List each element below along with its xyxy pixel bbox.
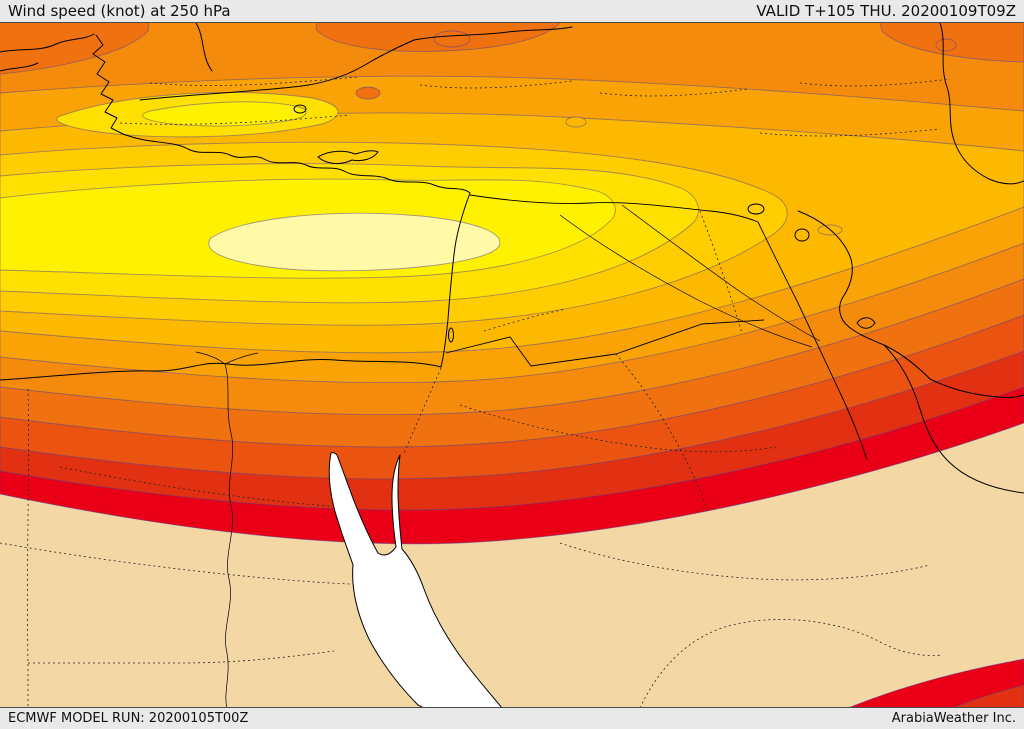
header-bar: Wind speed (knot) at 250 hPa VALID T+105… (0, 0, 1024, 23)
egypt-north-coast (0, 359, 442, 381)
syria-iraq-border (699, 210, 743, 334)
valid-time-label: VALID T+105 THU. 20200109T09Z (756, 2, 1016, 20)
admin-border (759, 128, 941, 137)
brand-label: ArabiaWeather Inc. (891, 711, 1016, 726)
persian-gulf-coast (797, 210, 931, 380)
euphrates-river (559, 214, 813, 348)
saudi-border (615, 353, 709, 514)
egypt-sudan-border (28, 650, 335, 664)
dead-sea (448, 327, 454, 343)
nile-delta-branch (224, 352, 259, 365)
admin-border (149, 76, 359, 86)
iran-coast (929, 378, 1024, 398)
lake-urmia (794, 228, 810, 242)
caucasus-coast (413, 26, 573, 41)
tigris-river (621, 204, 821, 342)
caspian-sea-coast (939, 23, 1024, 185)
lake-van (747, 203, 765, 215)
turkey-south-coast (122, 133, 471, 194)
turkey-syria-border (469, 194, 759, 223)
model-run-label: ECMWF MODEL RUN: 20200105T00Z (8, 711, 249, 726)
admin-border (419, 80, 573, 89)
balkan-coast-2 (0, 62, 39, 72)
sinai-israel-border (403, 367, 442, 454)
band-top-dark-orange-left (0, 23, 150, 75)
local-max-contour (935, 38, 957, 52)
wind-contour-svg (0, 23, 1024, 707)
local-max-contour (565, 116, 587, 128)
saudi-border (459, 404, 777, 453)
iran-west-border (757, 221, 868, 461)
local-max-contour (433, 30, 471, 48)
solid-borders-layer (445, 194, 868, 461)
aegean-coast (92, 34, 124, 135)
footer-bar: ECMWF MODEL RUN: 20200105T00Z ArabiaWeat… (0, 707, 1024, 729)
admin-border (799, 78, 951, 87)
nile-delta-branch (195, 351, 226, 365)
contour-bands-layer (0, 23, 1024, 707)
black-sea-west-coast (195, 23, 213, 72)
black-sea-coast (139, 39, 415, 101)
rivers-layer (195, 204, 821, 707)
cyprus-island (317, 150, 379, 165)
lake-tuz (293, 104, 307, 114)
arabia-east-coast (883, 344, 1024, 494)
libya-egypt-border (27, 388, 29, 707)
balkan-coast (0, 33, 95, 53)
levant-coast (440, 192, 471, 368)
dashed-borders-layer (0, 76, 951, 707)
local-max-contour (355, 86, 381, 100)
band-pale-yellow-core (208, 212, 501, 272)
red-sea (328, 452, 502, 707)
nile-river (224, 363, 234, 707)
map-area (0, 23, 1024, 707)
jordan-saudi-border (445, 336, 617, 367)
band-bright-streak-northwest (142, 101, 307, 127)
coastlines-layer (0, 23, 1024, 707)
jordan-syria-border (483, 308, 567, 332)
map-title: Wind speed (knot) at 250 hPa (8, 2, 231, 20)
iraq-saudi-border (615, 319, 765, 355)
band-north-orange (0, 23, 1024, 112)
saudi-border (640, 619, 943, 707)
local-contour-closed (817, 224, 843, 236)
qatar-peninsula (856, 317, 876, 329)
admin-border (599, 88, 749, 97)
